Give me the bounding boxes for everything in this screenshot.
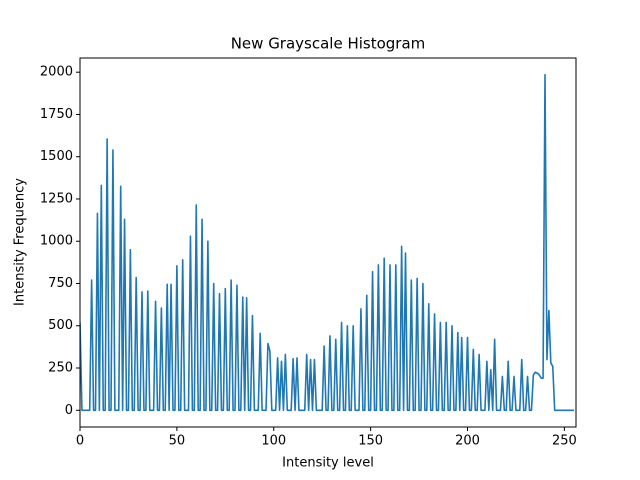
- x-tick-label: 50: [169, 434, 186, 449]
- y-tick-label: 1750: [40, 107, 73, 122]
- x-tick-label: 150: [358, 434, 383, 449]
- y-axis-label: Intensity Frequency: [13, 178, 28, 306]
- plot-frame: [79, 57, 577, 428]
- y-tick-label: 750: [48, 276, 73, 291]
- chart-title: New Grayscale Histogram: [231, 35, 426, 53]
- data-line: [80, 73, 575, 412]
- x-tick-label: 200: [455, 434, 480, 449]
- x-tick-label: 100: [261, 434, 286, 449]
- y-tick-label: 250: [48, 361, 73, 376]
- y-tick-label: 2000: [40, 65, 73, 80]
- x-tick-label: 0: [76, 434, 84, 449]
- x-axis-label: Intensity level: [282, 456, 374, 471]
- x-tick-label: 250: [552, 434, 577, 449]
- y-tick-label: 1000: [40, 234, 73, 249]
- y-tick-label: 0: [65, 403, 73, 418]
- y-tick-label: 1500: [40, 149, 73, 164]
- y-tick-label: 1250: [40, 191, 73, 206]
- y-tick-label: 500: [48, 318, 73, 333]
